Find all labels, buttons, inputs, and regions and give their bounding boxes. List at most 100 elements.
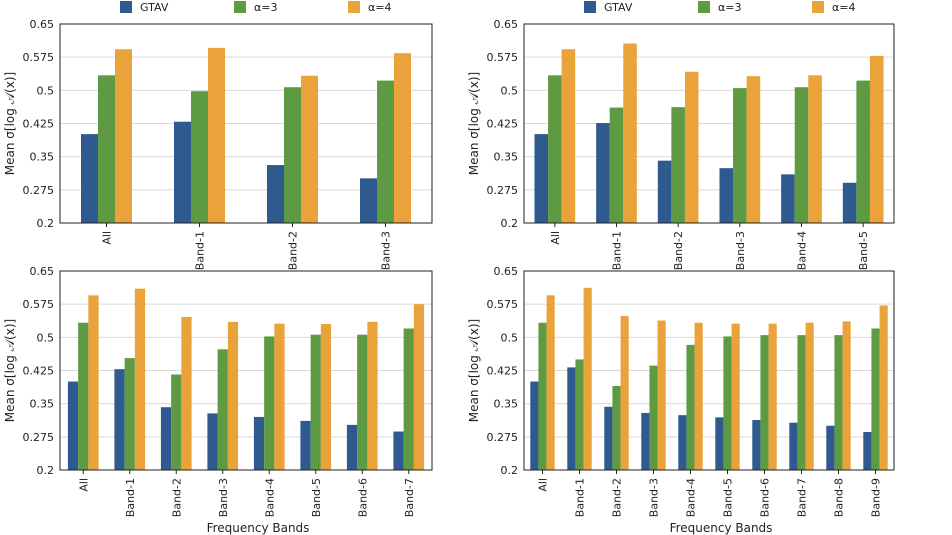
x-tick-label: All (101, 231, 114, 245)
x-tick-label: Band-3 (217, 478, 230, 517)
x-tick-label: Band-1 (611, 231, 624, 270)
bar-a4 (768, 323, 777, 470)
y-tick-label: 0.275 (487, 431, 519, 444)
chart-panel-4: 0.2 0.275 0.35 0.425 0.5 0.575 0.65 Mean σ[log … (467, 265, 895, 535)
bar-GTAV (789, 422, 798, 470)
y-tick-label: 0.2 (501, 464, 519, 477)
x-tick-label: Band-5 (857, 231, 870, 270)
bar-GTAV (267, 165, 284, 223)
bar-GTAV (114, 369, 125, 470)
y-tick-label: 0.275 (23, 431, 55, 444)
bar-a3 (78, 322, 89, 470)
y-tick-label: 0.575 (23, 51, 55, 64)
y-tick-label: 0.425 (487, 365, 519, 378)
bar-GTAV (360, 178, 377, 223)
plot-frame (59, 270, 433, 471)
bar-GTAV (657, 160, 672, 223)
bar-a4 (808, 75, 822, 223)
bar-a4 (869, 55, 884, 224)
bar-a3 (856, 80, 870, 223)
bar-a4 (367, 321, 378, 470)
bar-a4 (842, 321, 851, 470)
y-tick-label: 0.65 (30, 265, 55, 278)
bar-a4 (320, 324, 332, 470)
bar-a3 (686, 344, 695, 470)
bar-a4 (394, 53, 411, 223)
y-tick-label: 0.5 (501, 331, 519, 344)
bar-a3 (264, 336, 275, 470)
bar-a3 (548, 75, 562, 223)
x-tick-label: Band-2 (672, 231, 685, 270)
bar-GTAV (253, 416, 265, 470)
bar-GTAV (719, 168, 734, 223)
y-tick-label: 0.275 (487, 184, 519, 197)
bar-a3 (171, 374, 182, 470)
x-tick-label: Band-3 (734, 231, 747, 270)
bar-GTAV (534, 134, 549, 223)
x-tick-label: All (537, 478, 550, 492)
bar-GTAV (393, 431, 404, 470)
bar-a3 (538, 322, 547, 470)
bar-a3 (575, 359, 584, 470)
y-tick-label: 0.65 (494, 18, 519, 31)
bar-a3 (191, 91, 208, 224)
y-tick-label: 0.35 (494, 151, 519, 164)
bar-a3 (217, 349, 228, 470)
y-tick-label: 0.575 (487, 51, 519, 64)
y-tick-label: 0.35 (30, 151, 55, 164)
x-tick-label: Band-5 (722, 478, 735, 517)
bar-GTAV (207, 413, 218, 470)
bar-GTAV (826, 425, 835, 470)
x-tick-label: Band-2 (611, 478, 624, 517)
legend-label: α=3 (254, 1, 277, 14)
chart-panel-1: 0.2 0.275 0.35 0.425 0.5 0.575 0.65 Mean σ[log … (3, 18, 433, 270)
bar-a3 (284, 87, 301, 223)
bar-GTAV (567, 367, 576, 470)
legend-swatch (234, 1, 246, 13)
y-tick-label: 0.2 (37, 464, 55, 477)
x-tick-label: All (77, 478, 90, 492)
bar-a4 (746, 76, 761, 223)
y-tick-label: 0.575 (23, 298, 55, 311)
bar-a4 (274, 323, 285, 470)
bar-GTAV (81, 134, 98, 223)
bar-a3 (723, 336, 732, 470)
bar-a3 (871, 328, 880, 470)
bar-a4 (694, 322, 703, 470)
bar-GTAV (781, 174, 795, 223)
bar-a3 (649, 365, 658, 470)
y-tick-label: 0.5 (501, 84, 519, 97)
bar-a4 (731, 323, 740, 470)
legend-swatch (584, 1, 596, 13)
bar-a4 (88, 295, 99, 470)
plot-frame (523, 270, 895, 471)
x-tick-label: Band-6 (759, 478, 772, 517)
bar-a3 (98, 75, 115, 223)
bar-a4 (623, 43, 637, 223)
legend-swatch (698, 1, 710, 13)
bar-a4 (561, 49, 576, 223)
bar-GTAV (596, 123, 610, 223)
y-tick-label: 0.2 (501, 217, 519, 230)
bar-a3 (377, 80, 394, 223)
x-tick-label: Band-7 (403, 478, 416, 517)
y-axis-label: Mean σ[log 𝒜(x)] (3, 72, 17, 175)
bar-a3 (310, 334, 321, 470)
x-tick-label: Band-5 (310, 478, 323, 517)
y-tick-label: 0.65 (494, 265, 519, 278)
x-tick-label: Band-8 (833, 478, 846, 517)
x-tick-label: Band-2 (170, 478, 183, 517)
y-tick-label: 0.5 (37, 331, 55, 344)
bar-a3 (609, 107, 624, 223)
x-tick-label: Band-1 (574, 478, 587, 517)
bar-a4 (208, 47, 225, 223)
x-tick-label: Band-3 (648, 478, 661, 517)
x-tick-label: Band-2 (287, 231, 300, 270)
legend-label: α=4 (832, 1, 855, 14)
bar-GTAV (863, 431, 872, 470)
bar-GTAV (67, 381, 79, 470)
plot-frame (523, 23, 895, 224)
legend: GTAV α=3 α=4 (120, 1, 391, 14)
bar-a3 (124, 358, 135, 470)
